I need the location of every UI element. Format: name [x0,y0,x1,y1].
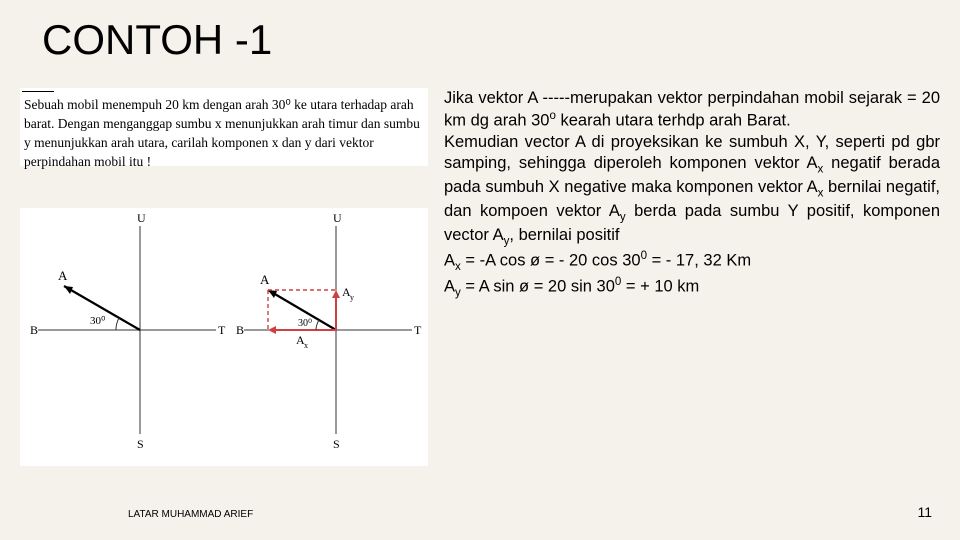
svg-text:y: y [350,293,354,302]
slide: CONTOH -1 Sebuah mobil menempuh 20 km de… [0,0,960,540]
svg-text:T: T [414,323,422,337]
slide-title: CONTOH -1 [42,16,272,64]
svg-text:B: B [236,323,244,337]
svg-text:T: T [218,323,226,337]
diagram-1: U S B T A 30⁰ [30,211,226,451]
svg-text:x: x [304,341,308,350]
svg-text:30⁰: 30⁰ [298,318,312,329]
svg-text:U: U [333,211,342,225]
problem-text: Sebuah mobil menempuh 20 km dengan arah … [20,88,428,174]
diagram-2: U S B T A A y A x 30⁰ [236,211,422,451]
svg-text:A: A [260,272,270,287]
svg-text:S: S [137,437,144,451]
vector-diagrams: U S B T A 30⁰ [20,208,428,466]
svg-text:30⁰: 30⁰ [90,315,106,327]
footer-author: LATAR MUHAMMAD ARIEF [128,509,253,520]
svg-text:S: S [333,437,340,451]
problem-statement: Sebuah mobil menempuh 20 km dengan arah … [20,88,428,166]
svg-text:B: B [30,323,38,337]
explanation-text: Jika vektor A -----merupakan vektor perp… [444,88,940,300]
svg-text:A: A [58,268,68,283]
page-number: 11 [917,504,932,520]
svg-text:U: U [137,211,146,225]
